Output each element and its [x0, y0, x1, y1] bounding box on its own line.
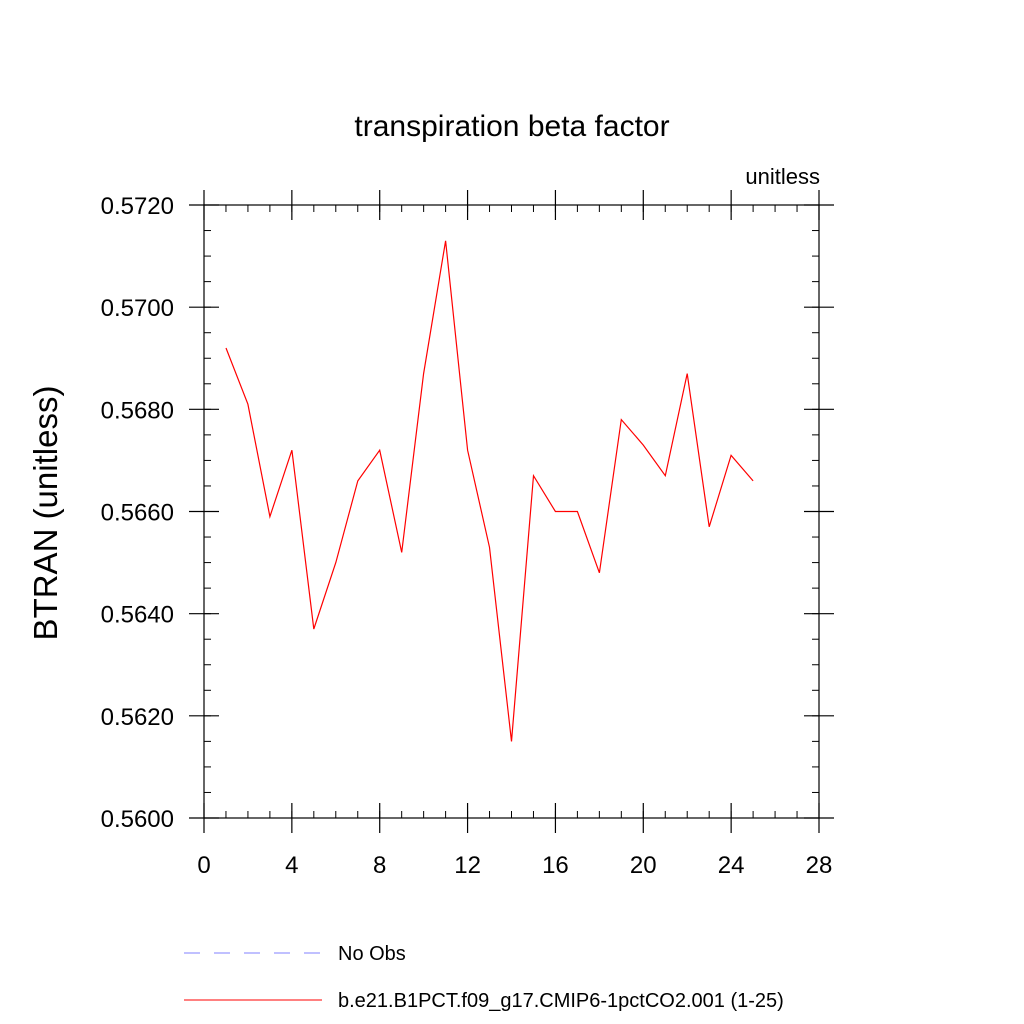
axis-ticks: [189, 190, 834, 833]
units-label: unitless: [745, 164, 820, 189]
x-tick-label: 12: [454, 852, 481, 879]
x-tick-label: 8: [373, 852, 386, 879]
x-tick-label: 20: [630, 852, 657, 879]
y-axis-label: BTRAN (unitless): [27, 386, 64, 641]
x-tick-label: 0: [197, 852, 210, 879]
x-tick-label: 24: [718, 852, 745, 879]
x-tick-label: 4: [285, 852, 298, 879]
y-tick-label: 0.5620: [101, 704, 174, 731]
legend: No Obs b.e21.B1PCT.f09_g17.CMIP6-1pctCO2.…: [184, 943, 784, 1012]
legend-label: No Obs: [338, 943, 406, 965]
axis-tick-labels: 0 4 8 12 16 20 24 28 0.5600 0.5620 0.5640 0.5660 0.5…: [101, 193, 833, 879]
y-tick-label: 0.5660: [101, 500, 174, 527]
chart-title: transpiration beta factor: [354, 110, 669, 143]
plot-frame: [203, 204, 820, 819]
legend-label: b.e21.B1PCT.f09_g17.CMIP6-1pctCO2.001 (1…: [338, 990, 784, 1012]
y-tick-label: 0.5700: [101, 295, 174, 322]
x-tick-label: 16: [542, 852, 569, 879]
x-tick-label: 28: [806, 852, 833, 879]
y-tick-label: 0.5600: [101, 806, 174, 833]
y-tick-label: 0.5720: [101, 193, 174, 220]
y-tick-label: 0.5640: [101, 602, 174, 629]
data-series: [225, 240, 754, 742]
y-tick-label: 0.5680: [101, 397, 174, 424]
series-line: [225, 240, 754, 742]
